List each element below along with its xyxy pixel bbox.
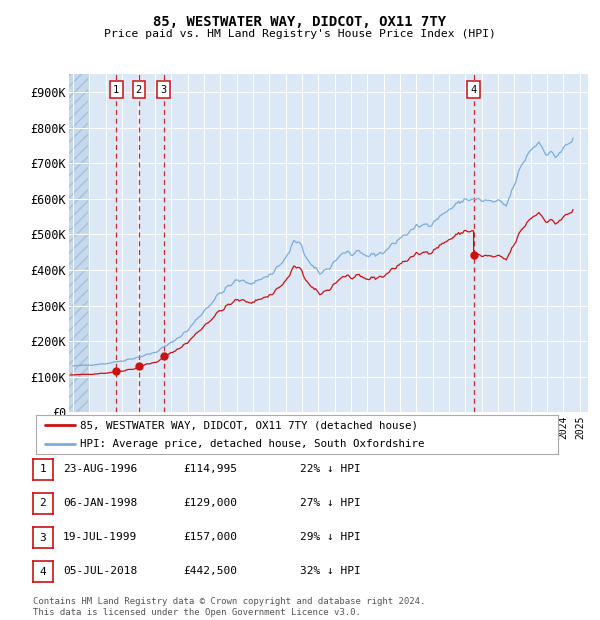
Text: Price paid vs. HM Land Registry's House Price Index (HPI): Price paid vs. HM Land Registry's House … — [104, 29, 496, 39]
Text: 29% ↓ HPI: 29% ↓ HPI — [300, 532, 361, 542]
Text: 05-JUL-2018: 05-JUL-2018 — [63, 566, 137, 576]
Text: 19-JUL-1999: 19-JUL-1999 — [63, 532, 137, 542]
Bar — [69, 74, 88, 412]
Text: 2: 2 — [136, 84, 142, 95]
Text: 27% ↓ HPI: 27% ↓ HPI — [300, 498, 361, 508]
Text: Contains HM Land Registry data © Crown copyright and database right 2024.
This d: Contains HM Land Registry data © Crown c… — [33, 598, 425, 617]
Text: 2: 2 — [40, 498, 46, 508]
Text: £114,995: £114,995 — [183, 464, 237, 474]
Text: 06-JAN-1998: 06-JAN-1998 — [63, 498, 137, 508]
Text: 4: 4 — [470, 84, 477, 95]
Text: 1: 1 — [40, 464, 46, 474]
Bar — [69, 74, 88, 412]
Text: £129,000: £129,000 — [183, 498, 237, 508]
Text: 3: 3 — [161, 84, 167, 95]
Text: £442,500: £442,500 — [183, 566, 237, 576]
Text: 32% ↓ HPI: 32% ↓ HPI — [300, 566, 361, 576]
Text: £157,000: £157,000 — [183, 532, 237, 542]
Text: 3: 3 — [40, 533, 46, 542]
Text: 85, WESTWATER WAY, DIDCOT, OX11 7TY (detached house): 85, WESTWATER WAY, DIDCOT, OX11 7TY (det… — [80, 420, 418, 430]
Text: 4: 4 — [40, 567, 46, 577]
Text: 85, WESTWATER WAY, DIDCOT, OX11 7TY: 85, WESTWATER WAY, DIDCOT, OX11 7TY — [154, 16, 446, 30]
Text: 1: 1 — [113, 84, 119, 95]
Text: HPI: Average price, detached house, South Oxfordshire: HPI: Average price, detached house, Sout… — [80, 439, 425, 450]
Text: 22% ↓ HPI: 22% ↓ HPI — [300, 464, 361, 474]
Text: 23-AUG-1996: 23-AUG-1996 — [63, 464, 137, 474]
